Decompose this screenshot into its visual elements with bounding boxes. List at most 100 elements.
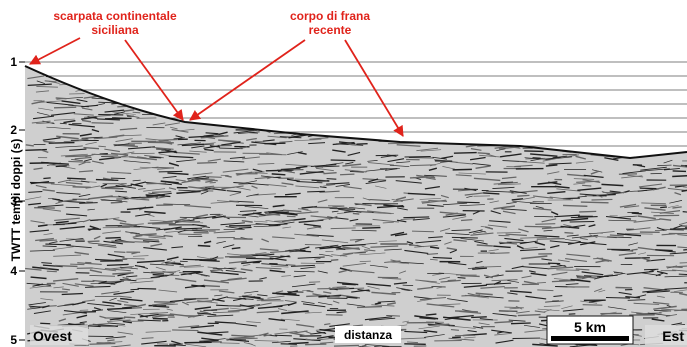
annotation: corpo di frana	[290, 9, 370, 23]
trace	[138, 288, 157, 289]
trace	[153, 275, 165, 276]
trace	[330, 296, 340, 297]
trace	[307, 191, 325, 192]
trace	[172, 330, 198, 331]
trace	[114, 252, 125, 253]
trace	[206, 177, 222, 178]
trace	[70, 264, 84, 265]
trace	[625, 258, 650, 259]
trace	[142, 338, 154, 339]
seismic-figure: 12345 TWTT tempi doppi (s) scarpata cont…	[0, 0, 687, 347]
trace	[183, 259, 202, 260]
trace	[96, 180, 118, 181]
trace	[152, 192, 171, 193]
trace	[130, 289, 138, 290]
trace	[453, 169, 472, 170]
trace	[91, 123, 113, 124]
trace	[246, 258, 274, 259]
trace	[404, 344, 425, 345]
trace	[124, 317, 135, 318]
trace	[133, 112, 141, 113]
trace	[41, 263, 52, 264]
trace	[54, 107, 76, 108]
west-label: Ovest	[33, 328, 72, 344]
trace	[632, 213, 642, 214]
trace	[73, 187, 91, 188]
trace	[535, 224, 555, 225]
trace	[101, 188, 123, 189]
trace	[43, 178, 50, 179]
trace	[582, 185, 591, 186]
trace	[426, 314, 437, 315]
trace	[259, 154, 286, 155]
y-tick-label: 5	[10, 333, 17, 347]
trace	[353, 213, 359, 214]
trace	[105, 118, 132, 119]
trace	[457, 202, 479, 203]
trace	[532, 158, 540, 159]
trace	[460, 276, 479, 277]
trace	[362, 228, 380, 229]
trace	[581, 202, 609, 203]
trace	[56, 166, 67, 167]
trace	[67, 178, 86, 179]
trace	[111, 202, 123, 203]
trace	[360, 261, 371, 262]
east-label: Est	[662, 328, 684, 344]
trace	[45, 244, 70, 245]
trace	[357, 307, 382, 308]
annotation: siciliana	[91, 23, 139, 37]
trace	[511, 323, 531, 324]
trace	[146, 183, 166, 184]
trace	[266, 170, 294, 171]
trace	[56, 98, 67, 99]
trace	[55, 266, 77, 267]
trace	[564, 233, 573, 234]
trace	[340, 174, 354, 175]
trace	[517, 195, 529, 196]
trace	[451, 330, 459, 331]
trace	[490, 253, 509, 254]
trace	[483, 193, 499, 194]
trace	[219, 148, 242, 149]
scale-label: 5 km	[574, 319, 606, 335]
trace	[331, 160, 356, 161]
scale-bar	[551, 336, 629, 341]
trace	[232, 248, 241, 249]
trace	[30, 182, 55, 183]
trace	[204, 286, 220, 287]
trace	[454, 153, 477, 154]
trace	[327, 179, 337, 180]
trace	[100, 154, 108, 155]
axis-label: TWTT tempi doppi (s)	[9, 139, 23, 262]
trace	[198, 245, 210, 246]
trace	[525, 226, 552, 227]
trace	[272, 174, 286, 175]
trace	[184, 342, 211, 343]
trace	[524, 151, 543, 152]
trace	[89, 343, 115, 344]
trace	[448, 280, 456, 281]
trace	[275, 335, 292, 336]
trace	[628, 300, 646, 301]
y-tick-label: 1	[10, 55, 17, 69]
trace	[305, 344, 326, 345]
trace	[98, 146, 105, 147]
trace	[334, 345, 359, 346]
trace	[478, 153, 490, 154]
trace	[239, 227, 252, 228]
trace	[592, 199, 613, 200]
trace	[403, 285, 414, 286]
trace	[606, 298, 630, 299]
trace	[632, 249, 638, 250]
trace	[471, 317, 487, 318]
trace	[313, 207, 337, 208]
trace	[537, 290, 553, 291]
annotation: recente	[309, 23, 352, 37]
trace	[412, 231, 434, 232]
trace	[317, 181, 327, 182]
trace	[403, 217, 429, 218]
trace	[655, 250, 672, 251]
trace	[563, 205, 587, 206]
trace	[405, 156, 431, 157]
